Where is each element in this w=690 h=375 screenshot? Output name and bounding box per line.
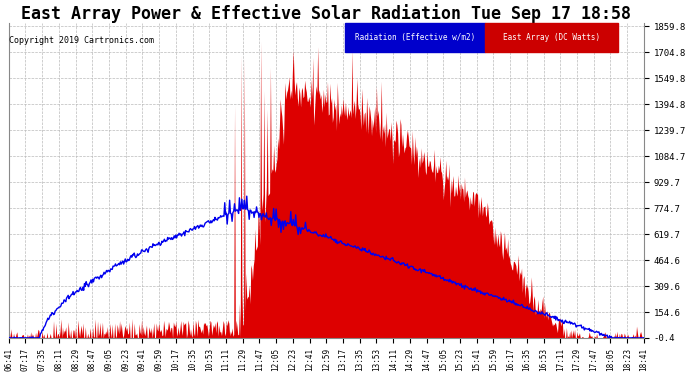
FancyBboxPatch shape	[345, 23, 485, 52]
Text: East Array (DC Watts): East Array (DC Watts)	[503, 33, 600, 42]
Title: East Array Power & Effective Solar Radiation Tue Sep 17 18:58: East Array Power & Effective Solar Radia…	[21, 4, 631, 23]
Text: Copyright 2019 Cartronics.com: Copyright 2019 Cartronics.com	[9, 36, 155, 45]
FancyBboxPatch shape	[485, 23, 618, 52]
Text: Radiation (Effective w/m2): Radiation (Effective w/m2)	[355, 33, 475, 42]
